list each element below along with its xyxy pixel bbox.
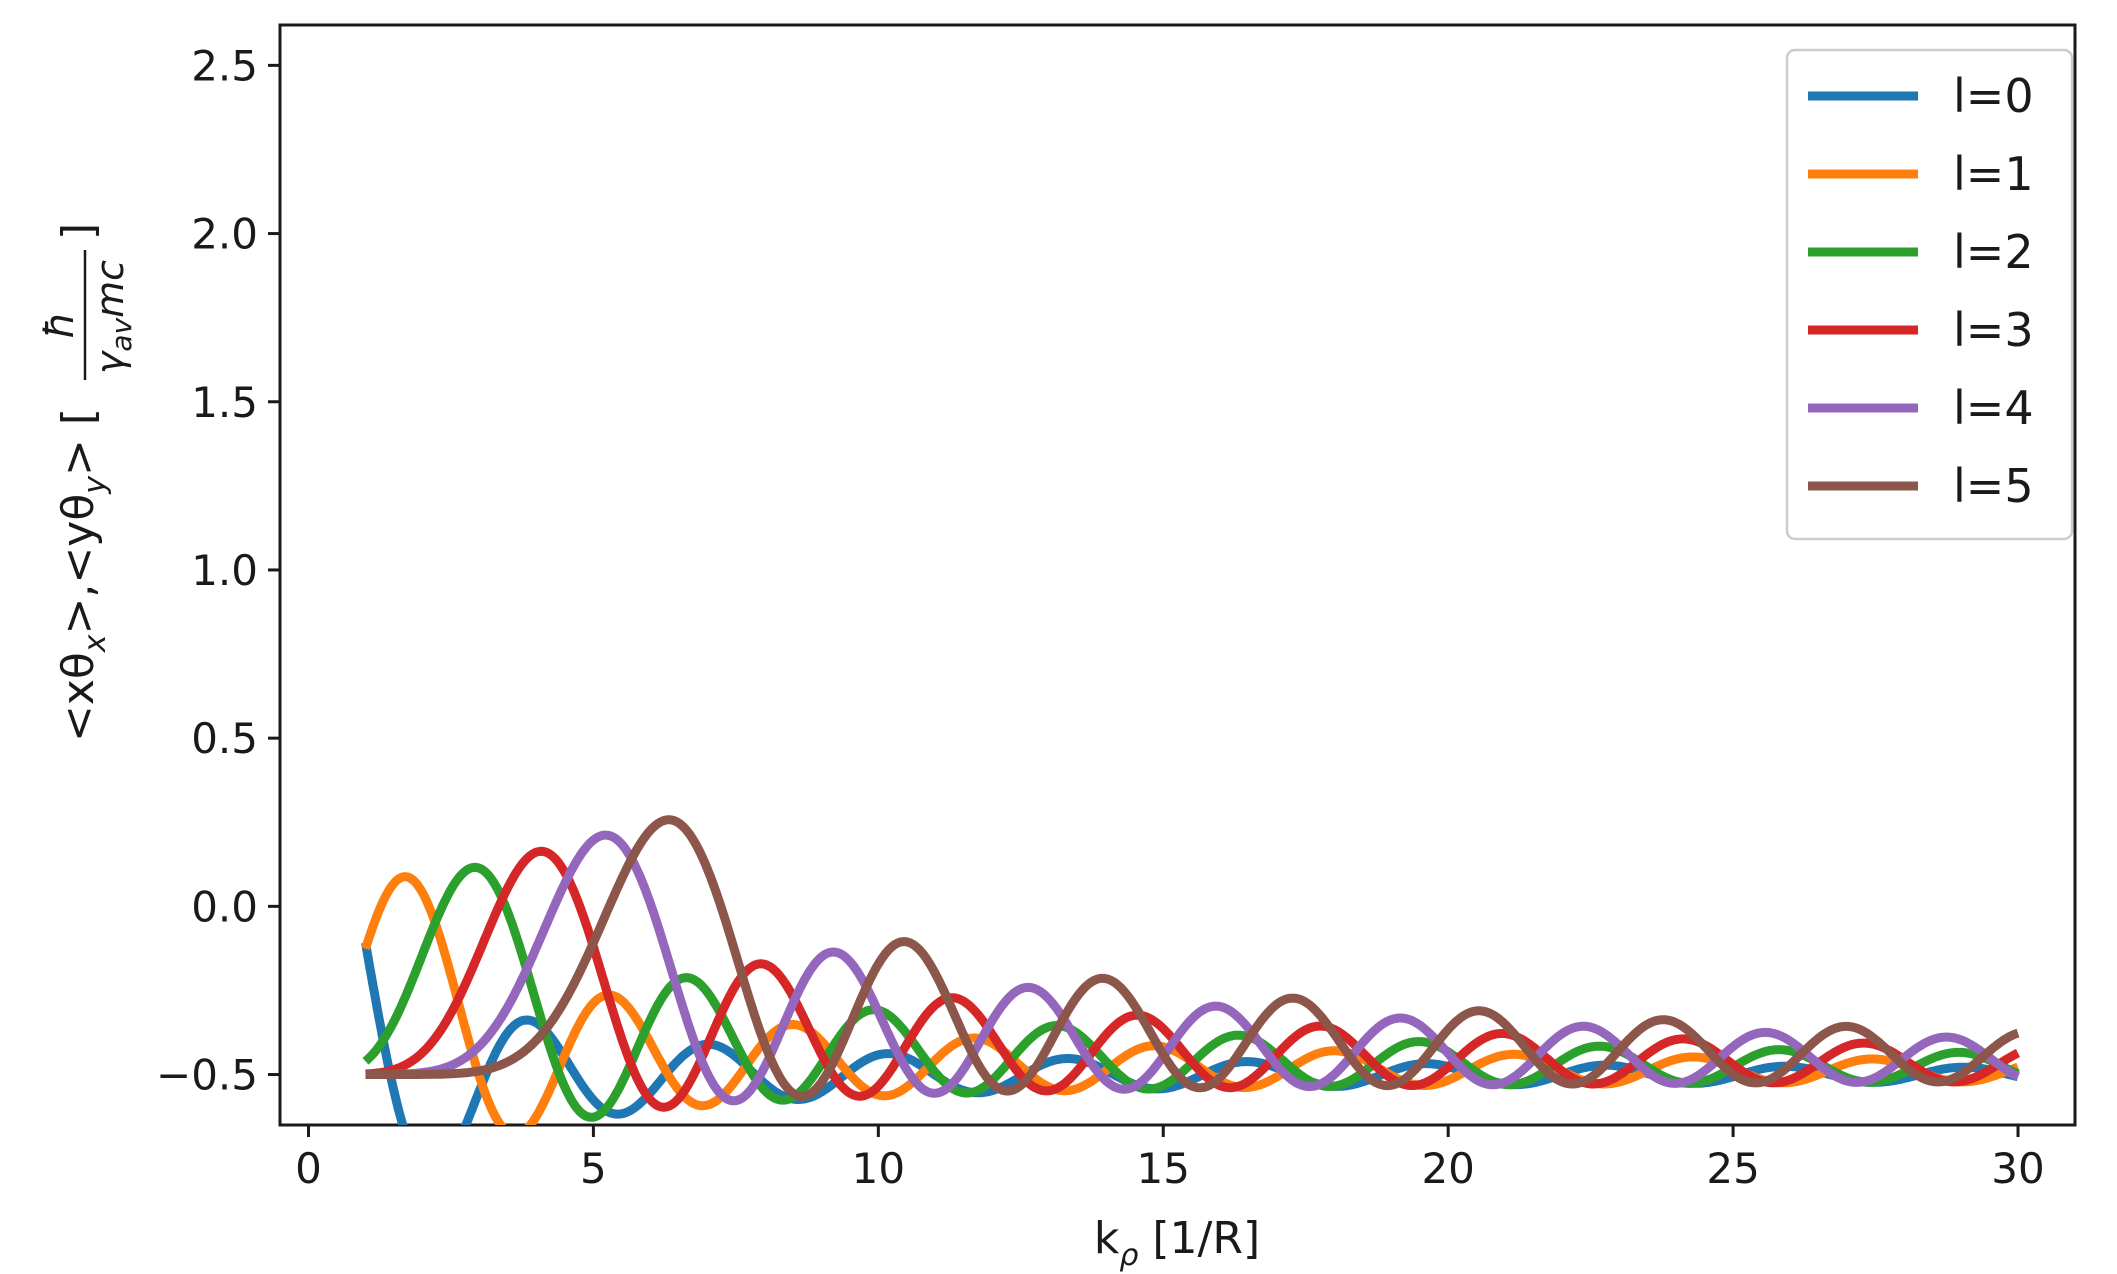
y-axis: −0.5 0.0 0.5 1.0 1.5 2.0 2.5 bbox=[156, 41, 280, 1100]
legend-label-l4: l=4 bbox=[1953, 381, 2034, 435]
legend-label-l0: l=0 bbox=[1953, 69, 2034, 123]
y-axis-title-fraction-numerator: ħ bbox=[37, 311, 83, 339]
series-line-l4 bbox=[362, 830, 2021, 1106]
svg-text:<xθx>,<yθy> [: <xθx>,<yθy> [ bbox=[53, 408, 113, 742]
y-tick-label: −0.5 bbox=[156, 1051, 258, 1100]
svg-text:]: ] bbox=[53, 223, 104, 240]
x-tick-label: 30 bbox=[1991, 1144, 2044, 1193]
x-axis: 0 5 10 15 20 25 30 bbox=[295, 1125, 2045, 1193]
series-line-l5 bbox=[362, 815, 2021, 1101]
x-axis-title: kρ [1/R] bbox=[1094, 1213, 1260, 1273]
plot-area bbox=[278, 23, 2077, 1127]
y-tick-label: 1.0 bbox=[191, 546, 258, 595]
series-line-l3 bbox=[362, 846, 2021, 1112]
x-tick-label: 15 bbox=[1137, 1144, 1190, 1193]
legend-label-l5: l=5 bbox=[1953, 459, 2034, 513]
legend-label-l3: l=3 bbox=[1953, 303, 2034, 357]
x-tick-label: 0 bbox=[295, 1144, 322, 1193]
legend-label-l2: l=2 bbox=[1953, 225, 2034, 279]
y-tick-label: 0.0 bbox=[191, 882, 258, 931]
x-tick-label: 5 bbox=[580, 1144, 607, 1193]
legend: l=0 l=1 l=2 l=3 l=4 l=5 bbox=[1785, 48, 2074, 541]
x-tick-label: 20 bbox=[1421, 1144, 1474, 1193]
x-tick-label: 25 bbox=[1706, 1144, 1759, 1193]
legend-label-l1: l=1 bbox=[1953, 147, 2034, 201]
y-axis-title-fraction-denominator: γavmc bbox=[88, 260, 138, 374]
y-tick-label: 1.5 bbox=[191, 378, 258, 427]
x-tick-label: 10 bbox=[852, 1144, 905, 1193]
y-tick-label: 2.0 bbox=[191, 210, 258, 259]
y-tick-label: 0.5 bbox=[191, 714, 258, 763]
y-tick-label: 2.5 bbox=[191, 41, 258, 90]
y-axis-title: <xθx>,<yθy> [ ħ γavmc ] bbox=[37, 223, 138, 742]
series-group bbox=[361, 815, 2021, 1125]
